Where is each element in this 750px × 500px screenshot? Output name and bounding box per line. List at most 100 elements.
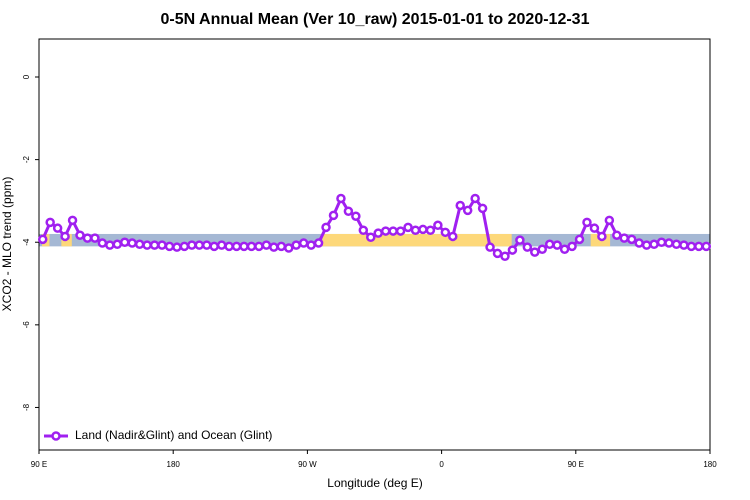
data-point — [552, 240, 562, 250]
data-point — [492, 248, 503, 259]
data-point — [75, 230, 85, 240]
data-point — [37, 234, 48, 245]
data-point — [82, 233, 93, 243]
x-tick-label: 90 E — [31, 460, 47, 469]
data-point — [448, 231, 458, 242]
data-point — [269, 242, 279, 252]
y-tick-label: -2 — [22, 156, 31, 164]
data-point — [142, 240, 152, 250]
data-point — [60, 231, 70, 242]
data-point — [97, 238, 108, 248]
data-point — [157, 240, 167, 250]
data-point — [649, 239, 659, 250]
background-band — [322, 233, 512, 247]
data-point — [656, 237, 667, 247]
data-point — [462, 205, 473, 216]
chart-title: 0-5N Annual Mean (Ver 10_raw) 2015-01-01… — [161, 11, 590, 28]
data-point — [641, 240, 652, 250]
data-point — [321, 222, 331, 233]
data-point — [455, 200, 465, 211]
data-point — [112, 239, 123, 250]
data-point — [530, 247, 540, 257]
data-point — [507, 245, 518, 255]
data-point — [351, 211, 361, 221]
y-axis-label: XCO2 - MLO trend (ppm) — [0, 177, 14, 312]
data-point — [425, 225, 436, 235]
x-tick-label: 180 — [703, 460, 717, 469]
data-point — [433, 220, 443, 231]
legend-label: Land (Nadir&Glint) and Ocean (Glint) — [75, 428, 272, 442]
data-point — [418, 224, 428, 235]
data-point — [410, 225, 421, 235]
data-point — [537, 244, 547, 255]
data-point — [373, 228, 383, 238]
data-point — [202, 240, 212, 250]
data-point — [291, 240, 301, 250]
data-point — [589, 223, 600, 233]
data-point — [149, 240, 160, 250]
y-tick-label: 0 — [22, 74, 31, 79]
data-point — [298, 238, 309, 248]
data-point — [134, 239, 145, 250]
x-tick-label: 180 — [167, 460, 181, 469]
y-tick-label: -4 — [22, 238, 31, 246]
data-point — [343, 206, 354, 216]
data-point — [544, 239, 555, 250]
data-point — [366, 232, 376, 243]
data-point — [574, 234, 585, 245]
data-point — [485, 242, 495, 252]
data-point — [284, 243, 294, 253]
data-point — [671, 239, 682, 250]
y-tick-label: -8 — [22, 403, 31, 411]
data-point — [597, 231, 607, 242]
data-point — [388, 226, 398, 236]
data-point — [187, 240, 197, 250]
data-point — [686, 241, 697, 252]
data-point — [306, 240, 316, 250]
data-point — [403, 222, 413, 233]
data-point — [127, 238, 137, 248]
data-point — [626, 234, 637, 245]
y-tick-label: -6 — [22, 321, 31, 329]
data-point — [254, 241, 264, 252]
data-point — [515, 235, 525, 245]
data-point — [90, 233, 100, 243]
x-axis-label: Longitude (deg E) — [327, 476, 422, 490]
x-tick-label: 90 W — [298, 460, 317, 469]
data-point — [328, 210, 339, 221]
data-point — [246, 241, 257, 252]
data-point — [470, 193, 480, 204]
data-point — [224, 241, 234, 252]
data-point — [313, 238, 324, 248]
data-point — [358, 225, 369, 235]
data-point — [164, 241, 175, 252]
x-tick-label: 90 E — [568, 460, 584, 469]
data-point — [500, 251, 510, 262]
data-point — [380, 226, 391, 236]
data-point — [619, 233, 630, 243]
data-point — [231, 241, 242, 252]
data-point — [559, 244, 570, 255]
data-point — [395, 226, 406, 236]
data-point — [664, 238, 674, 248]
data-point — [52, 223, 63, 233]
legend-marker — [51, 431, 61, 441]
data-point — [194, 240, 205, 250]
data-point — [105, 240, 115, 250]
data-point — [119, 237, 130, 247]
data-point — [694, 241, 704, 252]
x-tick-label: 0 — [439, 460, 444, 469]
data-point — [239, 241, 249, 252]
data-point — [567, 241, 577, 252]
data-point — [634, 238, 644, 248]
data-point — [679, 240, 689, 250]
data-point — [440, 227, 451, 238]
data-point — [604, 215, 615, 226]
data-point — [261, 240, 272, 250]
data-point — [67, 215, 78, 226]
data-point — [209, 241, 219, 252]
data-point — [522, 242, 533, 252]
data-point — [701, 241, 712, 252]
data-point — [172, 242, 182, 252]
